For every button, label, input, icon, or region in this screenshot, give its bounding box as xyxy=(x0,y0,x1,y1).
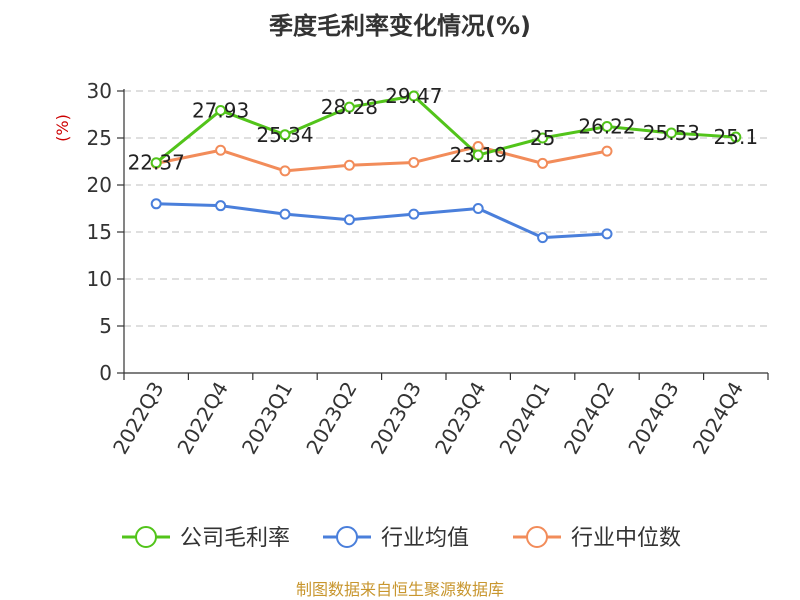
data-point xyxy=(601,145,613,157)
data-label: 27.93 xyxy=(192,98,249,122)
x-tick-label: 2024Q1 xyxy=(494,378,554,459)
series-layer xyxy=(150,90,742,244)
chart-title: 季度毛利率变化情况(%) xyxy=(269,12,531,40)
series-line xyxy=(156,202,608,240)
x-tick-label: 2024Q2 xyxy=(559,378,619,459)
data-point xyxy=(150,157,162,169)
y-tick-label: 0 xyxy=(99,361,112,385)
x-tick-label: 2022Q3 xyxy=(108,378,168,459)
data-point xyxy=(150,198,162,210)
data-point xyxy=(408,156,420,168)
data-label: 22.37 xyxy=(128,151,185,175)
x-tick-label: 2023Q3 xyxy=(366,378,426,459)
data-point xyxy=(730,131,742,143)
legend-item: 行业中位数 xyxy=(513,526,681,551)
x-tick-labels: 2022Q3 2022Q4 2023Q1 2023Q2 2023Q3 2023Q4 2024… xyxy=(108,378,748,459)
series-line xyxy=(155,144,608,173)
data-point xyxy=(343,159,355,171)
y-tick-label: 30 xyxy=(87,79,112,103)
data-label: 23.19 xyxy=(450,143,507,167)
data-point xyxy=(537,132,549,144)
data-label: 26.22 xyxy=(578,115,635,139)
data-labels: 22.37 27.93 25.34 28.28 29.47 23.19 25 26.22 25.… xyxy=(128,84,758,175)
data-point xyxy=(537,232,549,244)
legend-marker xyxy=(135,526,157,548)
y-axis-label: (%) xyxy=(53,114,72,142)
x-tick-label: 2023Q2 xyxy=(301,378,361,459)
data-point xyxy=(215,144,227,156)
legend-label: 公司毛利率 xyxy=(180,526,290,551)
data-label: 25 xyxy=(530,126,555,150)
source-note: 制图数据来自恒生聚源数据库 xyxy=(296,580,504,599)
data-point xyxy=(408,90,420,102)
y-tick-labels: 0 5 10 15 20 25 30 xyxy=(87,79,112,385)
data-point xyxy=(279,165,291,177)
y-tick-label: 20 xyxy=(87,173,112,197)
legend-label: 行业中位数 xyxy=(571,526,681,551)
legend-label: 行业均值 xyxy=(381,526,469,551)
x-tick-label: 2023Q1 xyxy=(237,378,297,459)
legend-item: 行业均值 xyxy=(323,526,469,551)
series-1 xyxy=(150,198,613,244)
data-label: 28.28 xyxy=(321,95,378,119)
data-label: 25.1 xyxy=(714,125,759,149)
y-tick-label: 25 xyxy=(87,126,112,150)
data-label: 25.53 xyxy=(643,121,700,145)
data-point xyxy=(665,127,677,139)
x-tick-label: 2022Q4 xyxy=(172,378,232,459)
data-point xyxy=(408,208,420,220)
legend-item: 公司毛利率 xyxy=(122,526,290,551)
y-tick-label: 15 xyxy=(87,220,112,244)
x-tick-label: 2024Q3 xyxy=(623,378,683,459)
data-label: 29.47 xyxy=(385,84,442,108)
data-point xyxy=(472,203,484,214)
x-tick-label: 2024Q4 xyxy=(688,378,748,459)
data-point xyxy=(215,104,227,116)
data-point xyxy=(472,149,484,161)
data-point xyxy=(343,101,355,113)
series-line xyxy=(155,94,736,164)
data-point xyxy=(343,214,355,226)
legend-marker xyxy=(336,526,358,548)
data-point xyxy=(601,228,613,240)
y-tick-label: 5 xyxy=(99,314,112,338)
data-point xyxy=(279,208,291,220)
data-point xyxy=(279,129,291,141)
data-point xyxy=(537,157,549,169)
axes xyxy=(117,89,769,380)
legend: 公司毛利率 行业均值 行业中位数 xyxy=(122,526,681,551)
series-0 xyxy=(150,90,742,169)
legend-marker xyxy=(526,526,548,548)
y-tick-label: 10 xyxy=(87,267,112,291)
x-tick-label: 2023Q4 xyxy=(430,378,490,459)
data-label: 25.34 xyxy=(256,123,313,147)
data-point xyxy=(215,200,227,212)
data-point xyxy=(601,121,613,133)
